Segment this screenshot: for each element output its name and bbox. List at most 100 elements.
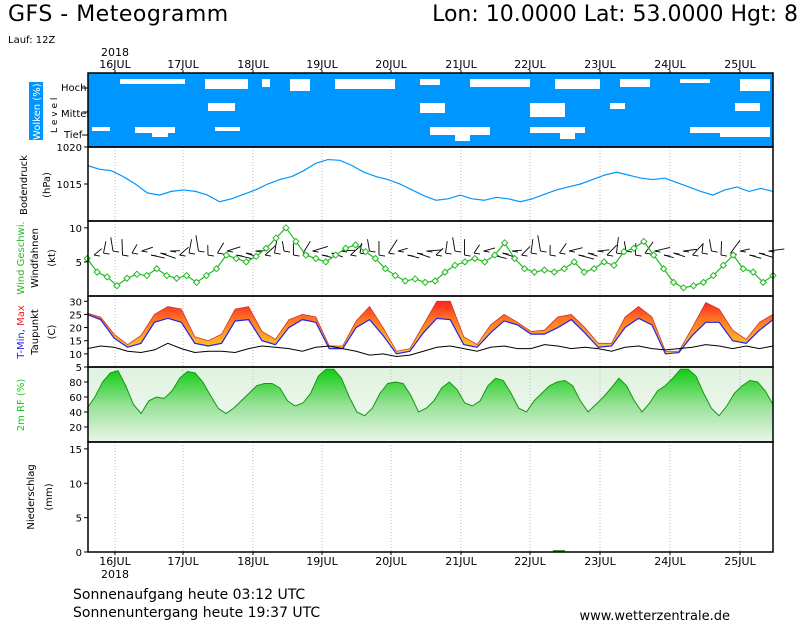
wind-speed-marker xyxy=(481,258,489,266)
wind-barb-flag xyxy=(350,254,357,257)
wind-speed-marker xyxy=(361,247,370,256)
wind-barb-flag xyxy=(464,254,471,257)
wind-speed-marker xyxy=(630,244,638,252)
wind-speed-marker xyxy=(490,251,499,259)
temp-ytick-label: 15 xyxy=(69,337,82,348)
wind-speed-marker xyxy=(391,271,400,280)
wind-barb-flag xyxy=(711,250,718,253)
wind-barb-flag xyxy=(673,252,680,255)
pressure-line xyxy=(87,158,774,203)
wind-speed-marker xyxy=(679,284,688,292)
wind-barb-flag xyxy=(644,252,652,255)
wind-speed-marker xyxy=(510,254,519,263)
day-label-bottom: 25JUL xyxy=(724,555,756,568)
wind-ylabel: Wind Geschwi. xyxy=(16,221,27,294)
day-label-bottom: 21JUL xyxy=(445,555,477,568)
temp-ytick-label: 20 xyxy=(69,324,82,335)
wind-barb xyxy=(644,241,654,254)
wind-barb-flag xyxy=(160,252,167,255)
wind-barb-flag xyxy=(606,254,614,257)
wind-barb-flag xyxy=(388,252,395,255)
wind-barb-flag xyxy=(559,252,566,255)
cloud-ylabel-level: L e v e l xyxy=(50,98,60,133)
wind-barb-flag xyxy=(369,250,376,253)
dewpoint-line xyxy=(87,342,774,357)
precip-ytick-label: 10 xyxy=(69,479,82,490)
wind-speed-marker xyxy=(659,265,668,273)
cloud-patch xyxy=(720,127,770,137)
wind-barb xyxy=(131,244,138,254)
wind-speed-marker xyxy=(113,282,121,290)
cloud-patch xyxy=(455,127,470,141)
precip-ytick-label: 5 xyxy=(76,514,82,525)
wind-barb xyxy=(302,240,311,254)
wind-barb-flag xyxy=(483,250,490,253)
wind-barb xyxy=(281,241,285,252)
wind-barb-flag xyxy=(616,252,623,255)
wind-barb xyxy=(179,246,189,256)
wind-barb xyxy=(397,247,408,252)
wind-speed-marker xyxy=(192,278,201,287)
day-label-bottom: 22JUL xyxy=(514,555,546,568)
wind-barb xyxy=(473,244,480,254)
day-label-top: 19JUL xyxy=(306,58,338,71)
wind-speed-marker xyxy=(689,282,698,290)
precip-unit: (mm) xyxy=(44,483,55,510)
cloud-patch xyxy=(215,127,240,131)
wind-barb-flag xyxy=(654,250,661,253)
temp-ytick-label: 5 xyxy=(76,363,82,374)
humidity-ylabel: 2m RF (%) xyxy=(16,379,27,432)
wind-speed-marker xyxy=(520,265,529,273)
wind-barb-flag xyxy=(663,254,671,257)
cloud-patch xyxy=(92,127,110,131)
humidity-ytick-label: 60 xyxy=(69,393,82,404)
cloud-ylabel-bg xyxy=(29,82,43,140)
wind-barb xyxy=(312,245,328,252)
wind-speed-marker xyxy=(322,258,330,266)
cloud-ylabel: Wolken (%) xyxy=(32,83,43,140)
cloud-patch xyxy=(610,103,625,109)
wind-barb xyxy=(559,242,567,254)
wind-barb-flag xyxy=(312,250,319,253)
wind-speed-marker xyxy=(242,258,250,266)
wind-barb-flag xyxy=(407,254,414,257)
wind-speed-marker xyxy=(371,254,380,263)
cloud-patch xyxy=(530,127,585,133)
wind-barb-flag xyxy=(378,254,386,257)
cloud-patch xyxy=(735,103,760,111)
day-label-top: 22JUL xyxy=(514,58,546,71)
temp-ytick-label: 25 xyxy=(69,310,82,321)
wind-barb xyxy=(217,242,225,254)
wind-speed-marker xyxy=(530,268,539,276)
humidity-area xyxy=(87,369,773,442)
pressure-ytick-label: 1015 xyxy=(57,180,82,191)
wind-barb-flag xyxy=(283,250,291,253)
wind-speed-marker xyxy=(749,268,757,276)
temp-range-area xyxy=(87,301,773,354)
wind-speed-marker xyxy=(401,277,409,285)
day-label-bottom: 20JUL xyxy=(375,555,407,568)
day-label-bottom: 23JUL xyxy=(584,555,616,568)
wind-barb xyxy=(739,248,750,252)
temp-unit: (C) xyxy=(47,325,58,340)
wind-barb-flag xyxy=(530,252,538,255)
wind-speed-marker xyxy=(133,270,141,278)
website-credit: www.wetterzentrale.de xyxy=(579,609,730,624)
wind-speed-marker xyxy=(471,254,479,263)
wind-barb-flag xyxy=(568,250,576,253)
wind-barb xyxy=(350,243,363,256)
humidity-ytick-label: 80 xyxy=(69,378,82,389)
wind-barb-flag xyxy=(435,254,443,257)
wind-barb-flag xyxy=(720,254,728,257)
wind-unit: (kt) xyxy=(47,249,58,267)
wind-ytick-label: 10 xyxy=(69,224,82,235)
temp-ylabel-dewpoint: Taupunkt xyxy=(30,309,41,356)
wind-speed-marker xyxy=(232,254,240,263)
wind-barb-flag xyxy=(207,254,215,257)
wind-speed-marker xyxy=(550,268,559,276)
cloud-patch xyxy=(208,103,235,111)
wind-barb-flag xyxy=(169,250,177,253)
location-info: Lon: 10.0000 Lat: 53.0000 Hgt: 8 xyxy=(432,2,798,27)
wind-barb xyxy=(195,235,199,252)
